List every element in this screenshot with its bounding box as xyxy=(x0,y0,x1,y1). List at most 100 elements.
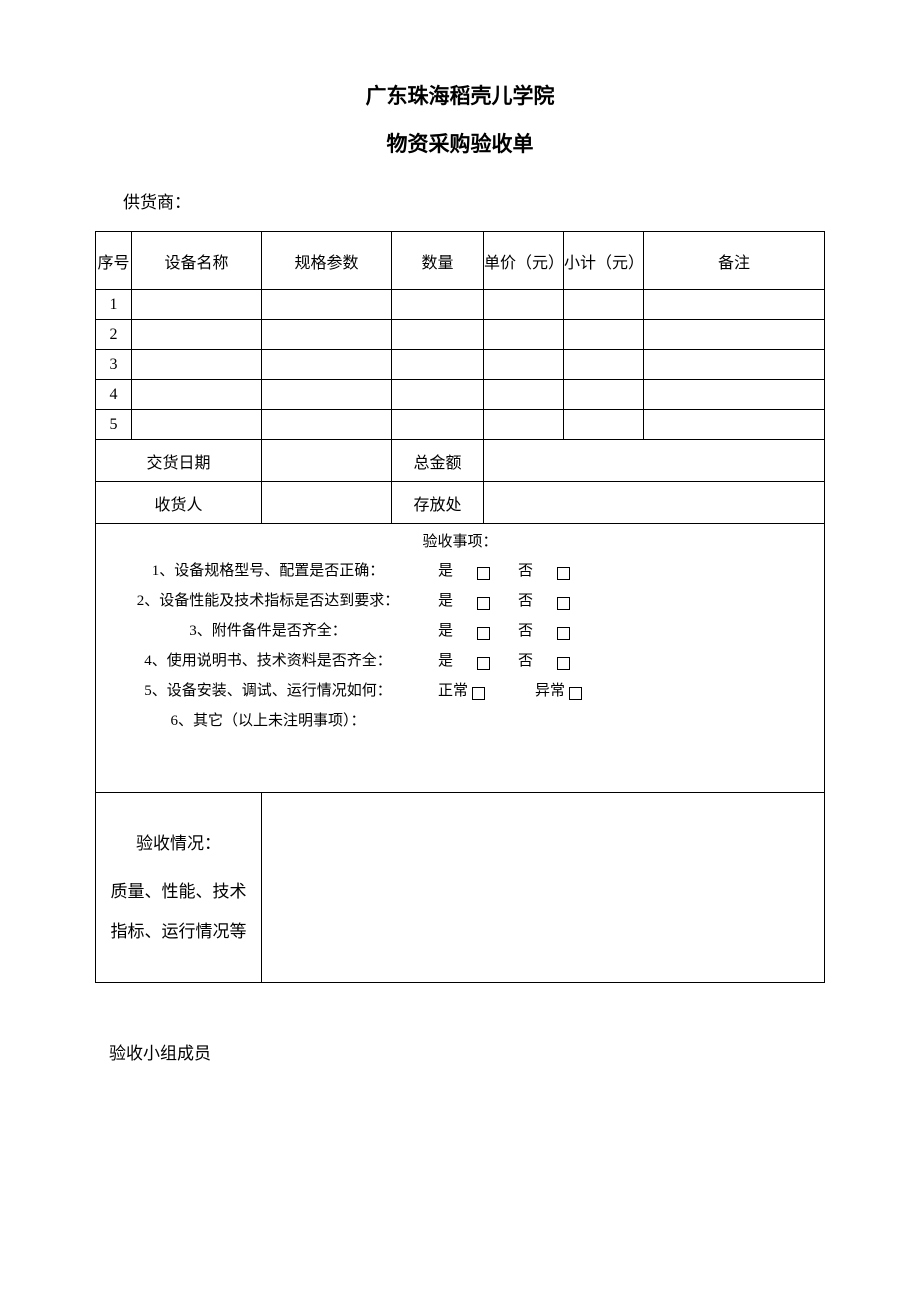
cell-name xyxy=(132,290,262,320)
situation-label-cell: 验收情况： 质量、性能、技术 指标、运行情况等 xyxy=(96,793,262,983)
cell-spec xyxy=(262,320,392,350)
checkbox-icon xyxy=(569,687,582,700)
checkbox-icon xyxy=(477,597,490,610)
yes-text: 是 xyxy=(438,646,453,676)
cell-qty xyxy=(392,380,484,410)
inspection-item-6: 6、其它（以上未注明事项）： xyxy=(98,706,822,736)
institution-title: 广东珠海稻壳儿学院 xyxy=(95,80,825,110)
header-spec: 规格参数 xyxy=(262,232,392,290)
inspection-label: 6、其它（以上未注明事项）： xyxy=(98,706,438,736)
checkbox-icon xyxy=(557,657,570,670)
cell-price xyxy=(484,350,564,380)
cell-name xyxy=(132,380,262,410)
form-title: 物资采购验收单 xyxy=(95,128,825,158)
cell-subtotal xyxy=(564,290,644,320)
cell-seq: 2 xyxy=(96,320,132,350)
table-row: 2 xyxy=(96,320,825,350)
summary-row-1: 交货日期 总金额 xyxy=(96,440,825,482)
cell-qty xyxy=(392,410,484,440)
cell-qty xyxy=(392,320,484,350)
situation-value-cell xyxy=(262,793,825,983)
cell-subtotal xyxy=(564,410,644,440)
inspection-item-5: 5、设备安装、调试、运行情况如何： 正常 异常 xyxy=(98,676,822,706)
cell-seq: 1 xyxy=(96,290,132,320)
no-text: 否 xyxy=(518,646,533,676)
inspection-label: 5、设备安装、调试、运行情况如何： xyxy=(98,676,438,706)
normal-text: 正常 xyxy=(438,676,468,706)
header-note: 备注 xyxy=(644,232,825,290)
table-row: 5 xyxy=(96,410,825,440)
yes-text: 是 xyxy=(438,586,453,616)
cell-spec xyxy=(262,410,392,440)
total-label: 总金额 xyxy=(392,440,484,482)
cell-spec xyxy=(262,350,392,380)
header-subtotal: 小计（元） xyxy=(564,232,644,290)
yes-text: 是 xyxy=(438,556,453,586)
situation-row: 验收情况： 质量、性能、技术 指标、运行情况等 xyxy=(96,793,825,983)
cell-name xyxy=(132,320,262,350)
receiver-label: 收货人 xyxy=(96,482,262,524)
cell-price xyxy=(484,380,564,410)
storage-value xyxy=(484,482,825,524)
header-price: 单价（元） xyxy=(484,232,564,290)
inspection-cell: 验收事项： 1、设备规格型号、配置是否正确： 是 否 2、设备性能及技术指标是否… xyxy=(96,524,825,793)
cell-subtotal xyxy=(564,350,644,380)
checkbox-icon xyxy=(472,687,485,700)
cell-note xyxy=(644,350,825,380)
inspection-label: 4、使用说明书、技术资料是否齐全： xyxy=(98,646,438,676)
inspection-item-1: 1、设备规格型号、配置是否正确： 是 否 xyxy=(98,556,822,586)
cell-price xyxy=(484,410,564,440)
acceptance-table: 序号 设备名称 规格参数 数量 单价（元） 小计（元） 备注 1 2 3 4 xyxy=(95,231,825,983)
inspection-item-3: 3、附件备件是否齐全： 是 否 xyxy=(98,616,822,646)
table-header-row: 序号 设备名称 规格参数 数量 单价（元） 小计（元） 备注 xyxy=(96,232,825,290)
cell-subtotal xyxy=(564,380,644,410)
cell-spec xyxy=(262,290,392,320)
summary-row-2: 收货人 存放处 xyxy=(96,482,825,524)
cell-qty xyxy=(392,290,484,320)
delivery-date-label: 交货日期 xyxy=(96,440,262,482)
cell-spec xyxy=(262,380,392,410)
inspection-row: 验收事项： 1、设备规格型号、配置是否正确： 是 否 2、设备性能及技术指标是否… xyxy=(96,524,825,793)
checkbox-icon xyxy=(477,627,490,640)
abnormal-text: 异常 xyxy=(535,676,565,706)
cell-seq: 5 xyxy=(96,410,132,440)
no-text: 否 xyxy=(518,586,533,616)
cell-price xyxy=(484,320,564,350)
inspection-item-4: 4、使用说明书、技术资料是否齐全： 是 否 xyxy=(98,646,822,676)
delivery-date-value xyxy=(262,440,392,482)
supplier-label: 供货商： xyxy=(95,188,825,213)
inspection-title: 验收事项： xyxy=(98,528,822,556)
table-row: 3 xyxy=(96,350,825,380)
table-row: 4 xyxy=(96,380,825,410)
total-value xyxy=(484,440,825,482)
no-text: 否 xyxy=(518,616,533,646)
cell-note xyxy=(644,290,825,320)
checkbox-icon xyxy=(557,627,570,640)
storage-label: 存放处 xyxy=(392,482,484,524)
header-name: 设备名称 xyxy=(132,232,262,290)
cell-note xyxy=(644,410,825,440)
situation-line2: 质量、性能、技术 xyxy=(100,872,257,912)
inspection-label: 3、附件备件是否齐全： xyxy=(98,616,438,646)
situation-line1: 验收情况： xyxy=(100,824,257,864)
table-row: 1 xyxy=(96,290,825,320)
cell-note xyxy=(644,320,825,350)
cell-name xyxy=(132,410,262,440)
checkbox-icon xyxy=(477,567,490,580)
checkbox-icon xyxy=(477,657,490,670)
cell-name xyxy=(132,350,262,380)
no-text: 否 xyxy=(518,556,533,586)
inspection-label: 2、设备性能及技术指标是否达到要求： xyxy=(98,586,438,616)
cell-qty xyxy=(392,350,484,380)
inspection-item-2: 2、设备性能及技术指标是否达到要求： 是 否 xyxy=(98,586,822,616)
checkbox-icon xyxy=(557,567,570,580)
cell-seq: 3 xyxy=(96,350,132,380)
header-qty: 数量 xyxy=(392,232,484,290)
cell-price xyxy=(484,290,564,320)
cell-subtotal xyxy=(564,320,644,350)
team-members-label: 验收小组成员 xyxy=(95,1039,825,1064)
cell-note xyxy=(644,380,825,410)
cell-seq: 4 xyxy=(96,380,132,410)
situation-line3: 指标、运行情况等 xyxy=(100,912,257,952)
yes-text: 是 xyxy=(438,616,453,646)
